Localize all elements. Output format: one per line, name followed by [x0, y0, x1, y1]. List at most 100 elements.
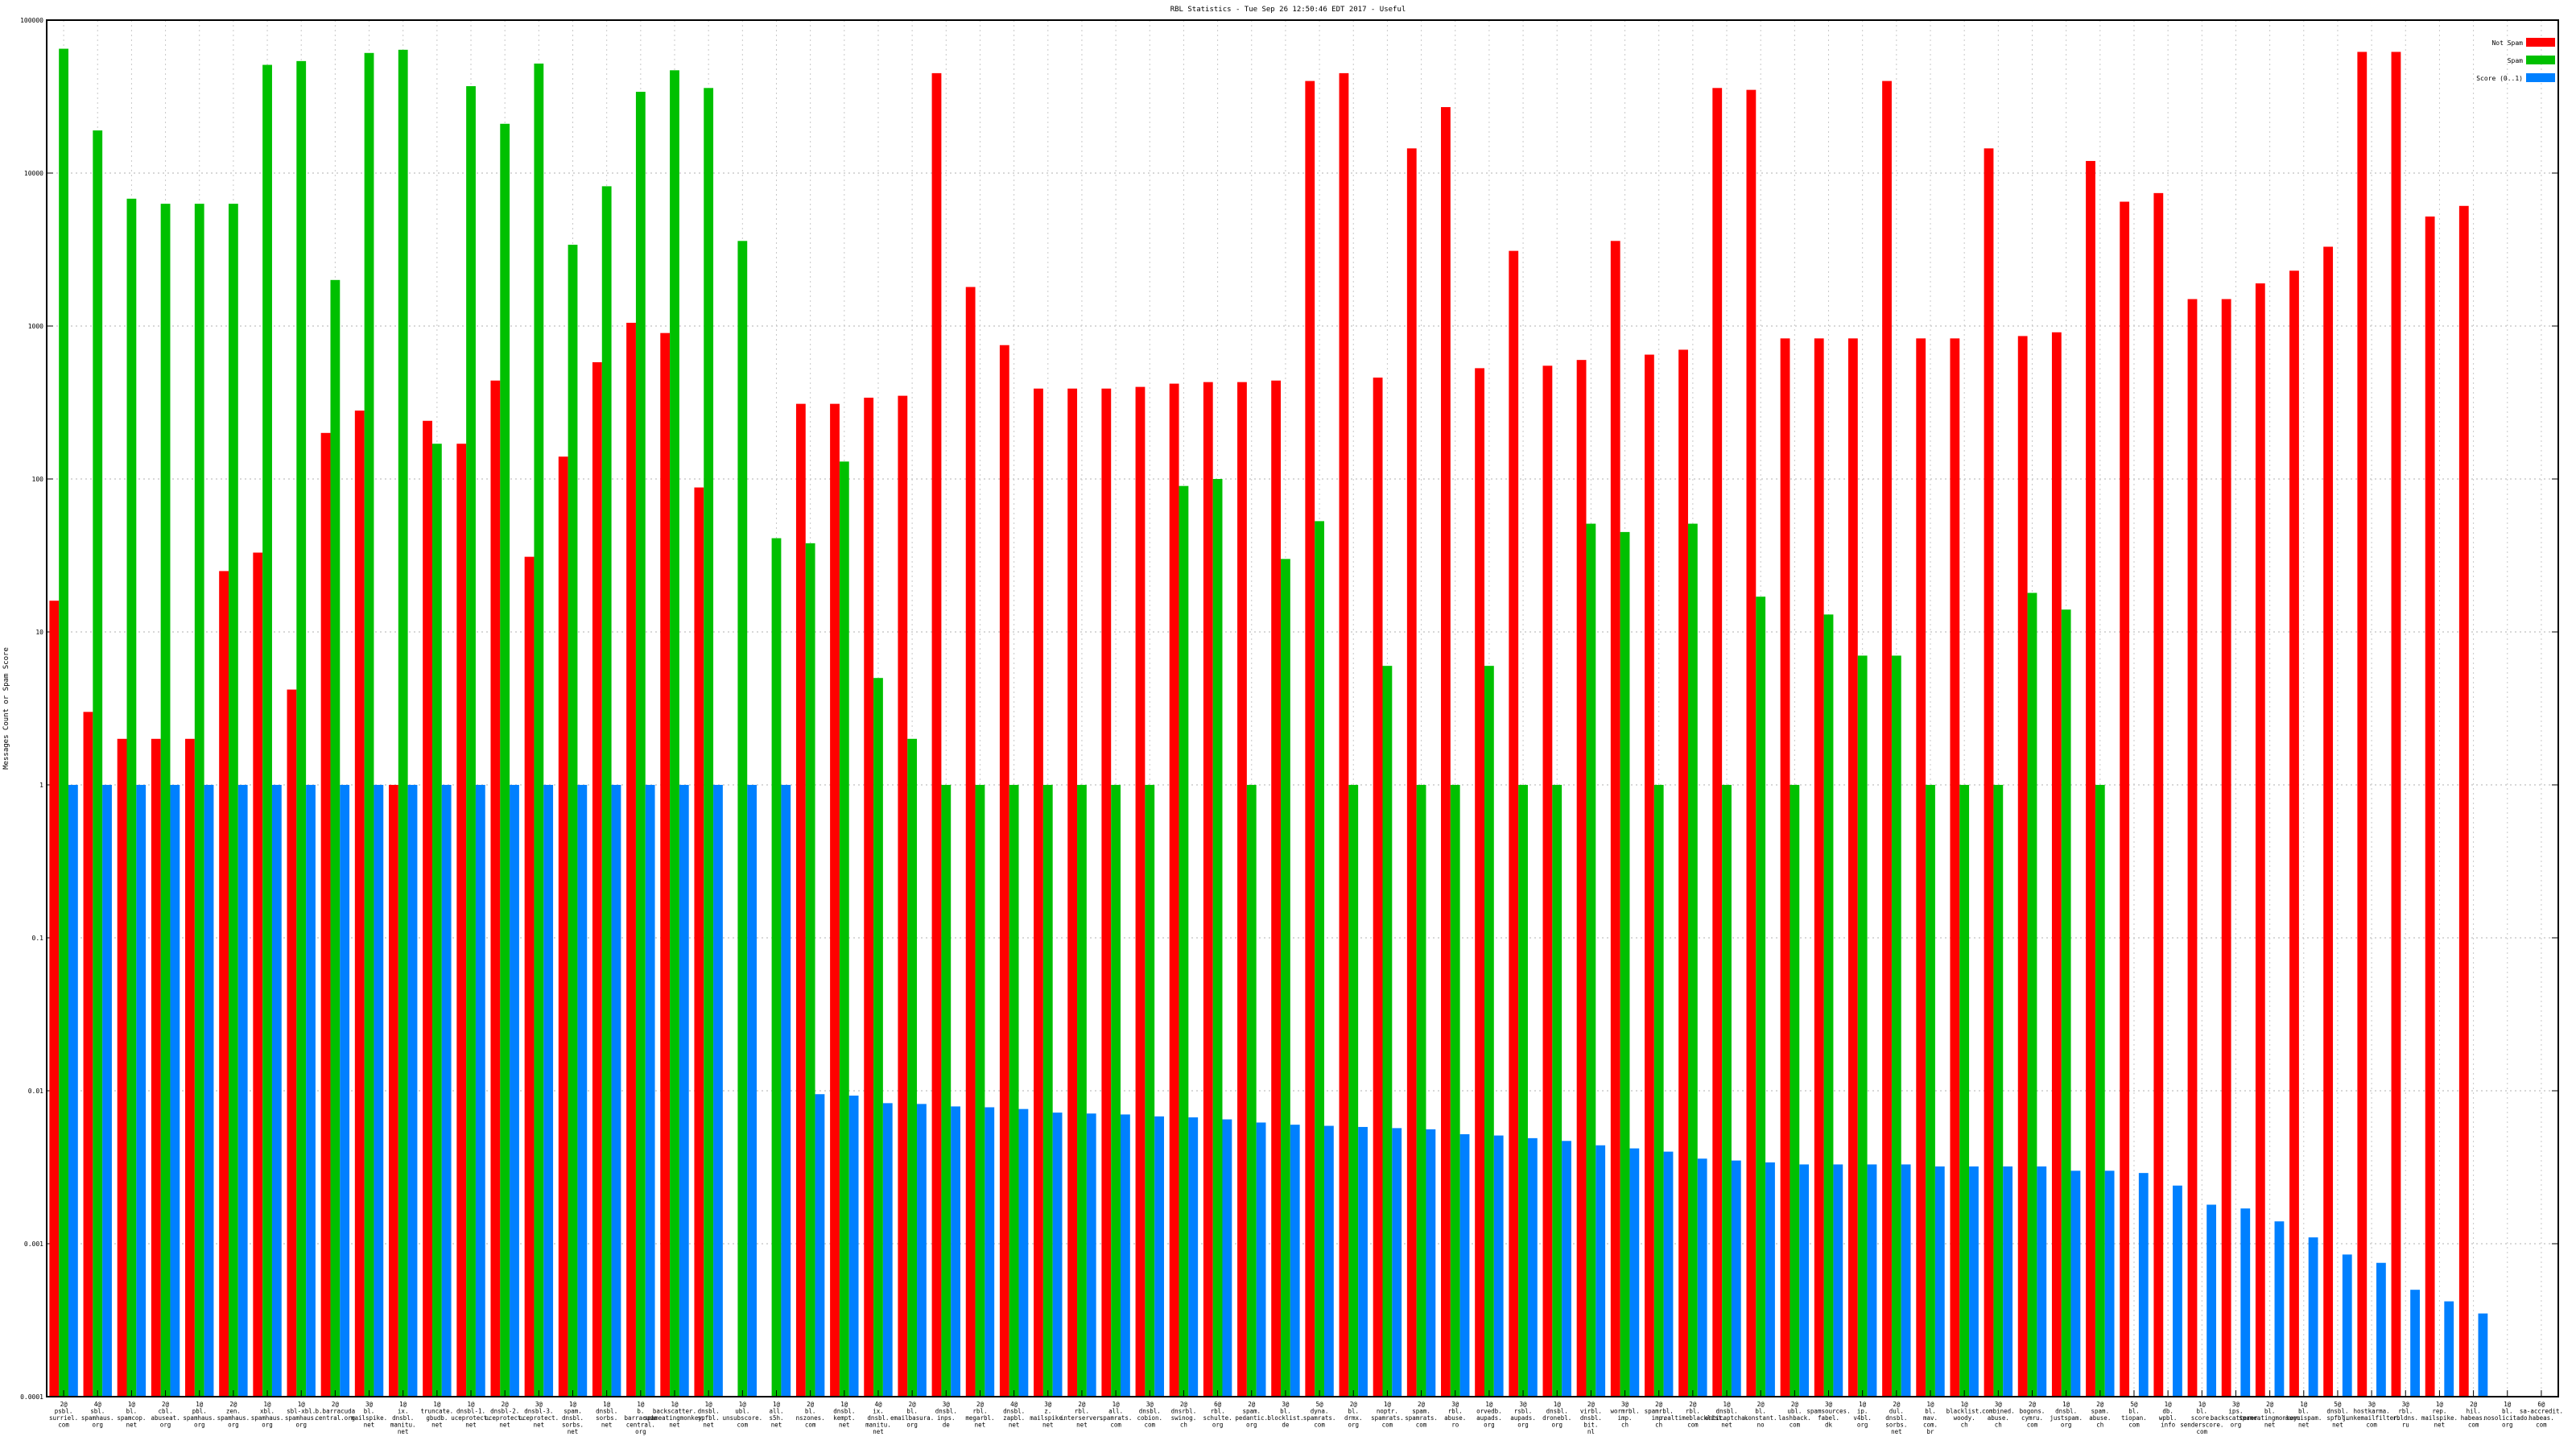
y-tick-label: 1000 — [28, 323, 43, 330]
y-tick-label: 10 — [35, 629, 43, 636]
bar-score-0-1 — [1392, 1128, 1402, 1397]
y-tick-label: 10000 — [24, 170, 43, 177]
bar-score-0-1 — [475, 785, 485, 1397]
bar-spam — [1416, 785, 1426, 1397]
bar-score-0-1 — [645, 785, 655, 1397]
x-tick-label: 3@ spamsources. fabel. dk — [1806, 1401, 1850, 1429]
bar-not-spam — [287, 689, 297, 1397]
bar-spam — [1926, 785, 1935, 1397]
bar-not-spam — [253, 552, 263, 1397]
x-tick-label: 1@ all. spamrats. com — [1100, 1401, 1133, 1429]
x-tick-label: 1@ pbl. spamhaus. org — [183, 1401, 216, 1429]
x-tick-label: 5@ bl. tiopan. com — [2121, 1401, 2147, 1429]
bar-score-0-1 — [1222, 1119, 1232, 1397]
bar-spam — [228, 204, 238, 1397]
bar-score-0-1 — [848, 1095, 859, 1397]
bar-score-0-1 — [1969, 1166, 1979, 1397]
x-tick-label: 4@ sbl. spamhaus. org — [81, 1401, 114, 1429]
y-tick-label: 0.1 — [32, 935, 44, 942]
x-tick-label: 2@ bl. nszones. com — [796, 1401, 825, 1429]
bar-spam — [1756, 597, 1766, 1397]
bar-spam — [262, 64, 272, 1397]
bar-spam — [670, 70, 679, 1397]
bar-not-spam — [999, 345, 1009, 1397]
x-tick-label: 3@ z. mailspike. net — [1030, 1401, 1066, 1429]
x-tick-label: 1@ blacklist. woody. ch — [1946, 1401, 1983, 1429]
bar-spam — [1823, 614, 1834, 1397]
bar-not-spam — [117, 738, 127, 1397]
legend: Not Spam Spam Score (0..1) — [2476, 38, 2555, 82]
bar-score-0-1 — [2308, 1237, 2318, 1397]
x-tick-label: 1@ dnsbl. sorbs. net — [596, 1401, 617, 1429]
bar-not-spam — [49, 601, 60, 1397]
bar-spam — [1009, 785, 1019, 1397]
bar-score-0-1 — [1086, 1113, 1096, 1397]
x-tick-label: 2@ dul. dnsbl. sorbs. net — [1885, 1401, 1907, 1435]
x-tick-label: 1@ noptr. spamrats. com — [1371, 1401, 1404, 1429]
bar-not-spam — [83, 712, 93, 1397]
bar-score-0-1 — [1663, 1151, 1674, 1397]
bar-not-spam — [1475, 368, 1484, 1397]
bar-score-0-1 — [1799, 1164, 1810, 1397]
x-tick-label: 2@ rbl. realtimeblacklist. com — [1660, 1401, 1725, 1429]
bar-score-0-1 — [2478, 1313, 2488, 1397]
bar-score-0-1 — [1596, 1145, 1606, 1397]
bar-spam — [1891, 655, 1901, 1397]
legend-label: Not Spam — [2491, 39, 2523, 47]
x-tick-label: 3@ hostkarma. junkemailfilter. com — [2343, 1401, 2401, 1429]
bar-score-0-1 — [271, 785, 282, 1397]
y-tick-label: 100000 — [20, 17, 43, 24]
bar-score-0-1 — [1121, 1114, 1130, 1397]
bar-not-spam — [1882, 80, 1892, 1397]
bar-spam — [1653, 785, 1664, 1397]
bar-score-0-1 — [577, 785, 588, 1397]
bar-spam — [330, 279, 341, 1397]
x-tick-label: 4@ ix. dnsbl. manitu. net — [865, 1401, 891, 1435]
x-tick-label: 2@ dnsrbl. swinog. ch — [1171, 1401, 1197, 1429]
bar-score-0-1 — [2037, 1166, 2047, 1397]
bar-spam — [398, 49, 408, 1397]
x-tick-label: 1@ dnsbl. dronebl. org — [1542, 1401, 1571, 1429]
bar-spam — [1111, 785, 1121, 1397]
bar-not-spam — [2017, 336, 2028, 1397]
x-tick-label: 1@ truncate. gbudb. net — [421, 1401, 454, 1429]
bar-spam — [466, 86, 476, 1397]
bar-score-0-1 — [1358, 1126, 1368, 1397]
bar-not-spam — [1169, 383, 1179, 1397]
x-tick-label: 2@ spam. abuse. ch — [2089, 1401, 2111, 1429]
bar-not-spam — [2391, 52, 2401, 1397]
x-tick-label: 2@ ubl. lashback. com — [1778, 1401, 1811, 1429]
x-tick-label: 1@ db. wpbl. info — [2159, 1401, 2178, 1429]
bar-not-spam — [423, 420, 432, 1397]
x-tick-label: 1@ orvedb. aupads. org — [1476, 1401, 1502, 1429]
bar-spam — [1620, 531, 1630, 1397]
bar-not-spam — [1101, 388, 1112, 1397]
bar-spam — [2027, 592, 2037, 1397]
x-tick-label: 1@ sbl-xbl. spamhaus. org — [285, 1401, 318, 1429]
bar-score-0-1 — [1493, 1135, 1504, 1397]
bar-score-0-1 — [2376, 1262, 2386, 1397]
x-tick-label: 1@ backscatter. spameatingmonkey. net — [644, 1401, 706, 1429]
bar-not-spam — [2086, 160, 2095, 1397]
x-tick-label: 2@ cbl. abuseat. org — [151, 1401, 180, 1429]
bar-score-0-1 — [1426, 1129, 1436, 1397]
y-tick-label: 100 — [32, 476, 44, 483]
bar-spam — [1959, 785, 1970, 1397]
bar-not-spam — [219, 571, 229, 1397]
bar-score-0-1 — [2003, 1166, 2013, 1397]
x-tick-label: 2@ bl. drmx. org — [1344, 1401, 1363, 1429]
x-tick-label: 1@ dnsbl. anticaptcha. net — [1705, 1401, 1748, 1429]
bar-not-spam — [2221, 299, 2231, 1397]
bar-not-spam — [2153, 192, 2164, 1397]
bar-spam — [1246, 785, 1257, 1397]
bar-not-spam — [1406, 148, 1417, 1397]
bar-not-spam — [864, 398, 874, 1397]
bar-spam — [771, 538, 782, 1397]
x-tick-label: 2@ spam. spamrats. com — [1405, 1401, 1438, 1429]
bar-score-0-1 — [68, 785, 78, 1397]
x-tick-label: 2@ bl. spameatingmonkey. net — [2239, 1401, 2301, 1429]
bar-not-spam — [151, 738, 161, 1397]
y-tick-label: 0.01 — [28, 1088, 43, 1095]
